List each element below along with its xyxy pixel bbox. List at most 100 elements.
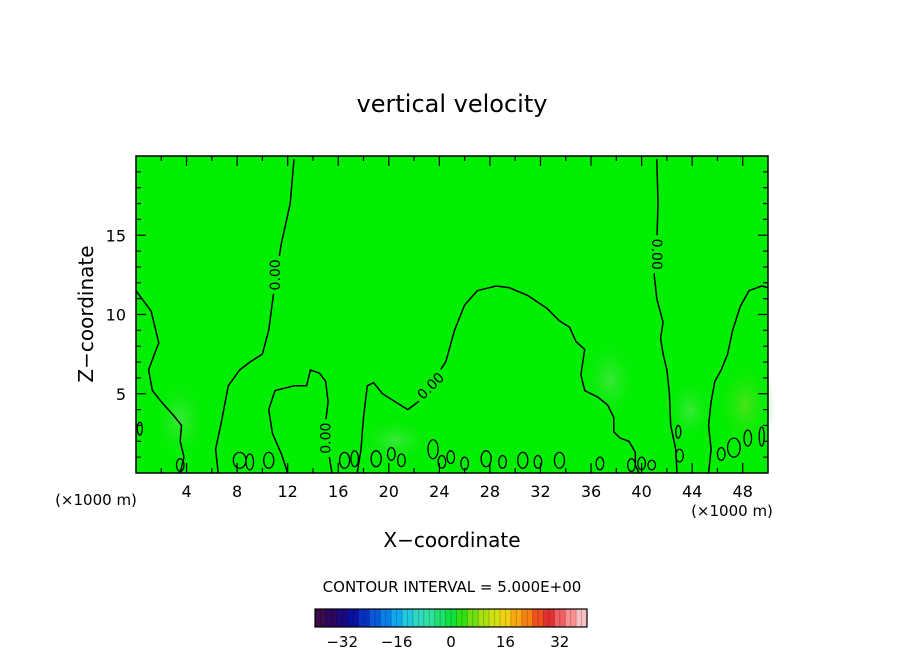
contour-line [707, 285, 769, 474]
small-contour [263, 451, 275, 469]
contour-line [214, 159, 295, 474]
small-contour [498, 454, 508, 469]
colorbar-segment [325, 609, 338, 627]
shade-patch [355, 415, 435, 465]
y-axis-label: Z−coordinate [74, 245, 98, 382]
colorbar-segment [510, 609, 523, 627]
colorbar-segment [445, 609, 457, 627]
small-contour [517, 451, 529, 469]
colorbar-segment [489, 609, 501, 627]
colorbar-segment [532, 609, 544, 627]
small-contour [136, 421, 143, 436]
colorbar-ticks: −32 −16 0 16 32 [326, 633, 569, 651]
x-tick-label: 28 [480, 482, 500, 501]
shade-patch [665, 375, 715, 445]
contour-label: 0.00 [319, 423, 335, 454]
x-tick-label: 8 [232, 482, 242, 501]
x-tick-label: 20 [379, 482, 399, 501]
x-unit-left: (×1000 m) [55, 491, 137, 509]
colorbar-tick-label: −32 [326, 633, 358, 651]
x-tick-label: 40 [631, 482, 651, 501]
y-axis: 5 10 15 [106, 171, 768, 458]
colorbar-segment [402, 609, 414, 627]
colorbar-segment [554, 609, 566, 627]
contour-label: 0.00 [268, 259, 284, 290]
small-contour [480, 450, 492, 468]
colorbar-segment [576, 609, 588, 627]
contour-label-gap [411, 366, 450, 405]
small-contour [446, 450, 456, 465]
colorbar-segment [369, 609, 381, 627]
contour-line [356, 285, 640, 474]
colorbar-tick-label: 0 [446, 633, 456, 651]
small-contour [396, 453, 406, 468]
plot-background [136, 156, 768, 473]
colorbar-segment [543, 609, 555, 627]
x-axis-label: X−coordinate [383, 528, 520, 552]
x-tick-label: 32 [530, 482, 550, 501]
y-tick-label: 5 [116, 385, 126, 404]
contour-label: 0.00 [648, 239, 664, 270]
colorbar-segment [336, 609, 348, 627]
plot-area: 0.000.000.000.00 [135, 155, 775, 474]
x-unit-right: (×1000 m) [691, 502, 773, 520]
contour-label-gap [317, 419, 334, 458]
contour-line [267, 369, 333, 474]
colorbar-segment [358, 609, 370, 627]
colorbar-segment [456, 609, 468, 627]
shade-patch [150, 375, 210, 465]
colorbar-segment [478, 609, 490, 627]
y-tick-label: 15 [106, 226, 126, 245]
contour-label-gap [648, 235, 665, 274]
colorbar-tick-label: −16 [381, 633, 413, 651]
small-contour [726, 437, 741, 458]
small-contour [553, 451, 566, 469]
colorbar-segment [521, 609, 533, 627]
small-contour [627, 458, 636, 473]
colorbar-segment [565, 609, 577, 627]
colorbar-segment [380, 609, 392, 627]
small-contour [386, 446, 396, 461]
colorbar-frame [314, 608, 588, 628]
x-axis: 4 8 12 16 20 24 28 32 36 40 44 48 [160, 156, 753, 501]
small-contour [350, 450, 360, 468]
colorbar-segment [434, 609, 446, 627]
x-tick-label: 12 [278, 482, 298, 501]
small-contour [743, 429, 753, 447]
colorbar-segment [391, 609, 403, 627]
colorbar [314, 608, 588, 628]
y-tick-label: 10 [106, 306, 126, 325]
colorbar-segment [315, 609, 327, 627]
colorbar-tick-label: 32 [550, 633, 569, 651]
small-contour [716, 446, 726, 461]
contour-lines [135, 159, 769, 474]
small-contours [136, 421, 765, 473]
small-contour [338, 451, 351, 469]
colorbar-segment [347, 609, 359, 627]
small-contour [427, 439, 439, 460]
small-contour [437, 454, 447, 469]
small-contour [675, 448, 684, 463]
x-tick-label: 48 [733, 482, 753, 501]
contour-label-gap [267, 255, 284, 294]
colorbar-title: CONTOUR INTERVAL = 5.000E+00 [323, 578, 582, 596]
small-contour [245, 453, 255, 471]
x-tick-label: 24 [429, 482, 449, 501]
shade-patch [715, 355, 775, 455]
shade-patch [580, 335, 640, 425]
small-contour [533, 454, 543, 469]
small-contour [370, 450, 382, 468]
x-tick-label: 4 [181, 482, 191, 501]
contour-line [135, 290, 185, 474]
small-contour [675, 424, 682, 439]
x-tick-label: 36 [581, 482, 601, 501]
colorbar-segment [467, 609, 479, 627]
small-contour [647, 459, 657, 471]
small-contour [175, 458, 185, 473]
x-tick-label: 16 [328, 482, 348, 501]
colorbar-segment [423, 609, 435, 627]
colorbar-tick-label: 16 [496, 633, 515, 651]
small-contour [595, 456, 605, 471]
colorbar-segment [412, 609, 425, 627]
